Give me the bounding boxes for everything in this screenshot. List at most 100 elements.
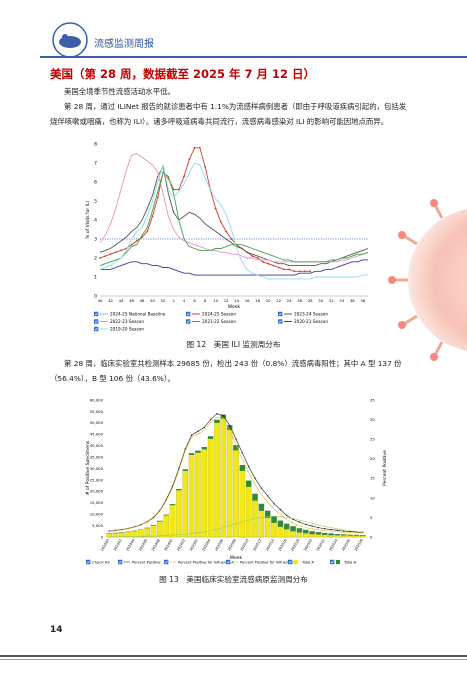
y-axis-label: # of Positive Specimens bbox=[85, 440, 91, 495]
y-tick-label: 4 bbox=[94, 218, 97, 224]
series-marker bbox=[247, 465, 250, 468]
legend-label: 2020-21 Season bbox=[294, 319, 328, 324]
series-marker bbox=[317, 526, 320, 529]
series-marker bbox=[293, 270, 296, 273]
y-tick-label: 5,000 bbox=[92, 523, 103, 528]
series-marker bbox=[120, 249, 122, 252]
bar-segment bbox=[271, 516, 277, 523]
series-marker bbox=[146, 230, 149, 233]
series-marker bbox=[228, 424, 231, 427]
bar-segment bbox=[220, 418, 227, 538]
bar-segment bbox=[195, 450, 201, 453]
bar-segment bbox=[201, 446, 208, 450]
bar-segment bbox=[245, 480, 252, 487]
legend-checkbox[interactable] bbox=[186, 319, 191, 324]
y-tick-label: 45,000 bbox=[90, 432, 104, 437]
bar-segment bbox=[315, 532, 322, 535]
series-marker bbox=[305, 523, 307, 526]
series-marker bbox=[304, 270, 306, 273]
series-marker bbox=[104, 255, 107, 257]
legend-checkbox[interactable] bbox=[164, 559, 169, 565]
x-tick-label: 26 bbox=[297, 298, 302, 303]
series-marker bbox=[183, 175, 185, 178]
bar-segment bbox=[303, 533, 309, 538]
y-tick-label: 20,000 bbox=[90, 489, 104, 494]
legend-label: Total A bbox=[301, 560, 315, 564]
logo bbox=[52, 22, 88, 58]
x-tick-label: 52 bbox=[161, 298, 166, 303]
bar-segment bbox=[163, 514, 169, 516]
bar-segment bbox=[264, 510, 271, 518]
legend-check bbox=[288, 560, 292, 564]
virus-spikes bbox=[394, 204, 444, 356]
virus-spike-tips bbox=[388, 199, 438, 361]
y2-tick-label: 10 bbox=[370, 495, 375, 500]
x-tick-label: 202446 bbox=[138, 539, 148, 552]
series-marker bbox=[262, 260, 264, 263]
series-marker bbox=[298, 270, 301, 273]
legend-checkbox[interactable] bbox=[94, 326, 99, 332]
legend-check bbox=[226, 560, 230, 564]
bar-segment bbox=[322, 532, 328, 535]
x-axis-label: Week bbox=[228, 304, 241, 310]
x-tick-label: 32 bbox=[329, 298, 334, 303]
series-marker bbox=[311, 525, 313, 527]
legend-checkbox[interactable] bbox=[94, 319, 99, 324]
legend-checkbox[interactable] bbox=[94, 311, 99, 317]
x-tick-label: 202442 bbox=[113, 539, 123, 552]
series-marker bbox=[193, 146, 196, 149]
header-title: 流感监测周报 bbox=[94, 39, 154, 50]
y2-tick-label: 35 bbox=[370, 397, 375, 402]
bar-segment bbox=[353, 534, 360, 536]
x-tick-label: 50 bbox=[150, 298, 155, 303]
x-tick-label: 202510 bbox=[240, 539, 250, 552]
y-tick-label: 1 bbox=[94, 275, 97, 281]
series-line bbox=[99, 171, 369, 267]
bar-segment bbox=[157, 521, 163, 538]
y-tick-label: 0 bbox=[101, 534, 104, 539]
legend-check bbox=[164, 560, 168, 564]
series-marker bbox=[198, 146, 201, 149]
y-tick-label: 0 bbox=[94, 294, 97, 300]
bar-segment bbox=[144, 528, 150, 538]
legend-label: 2024-25 Season bbox=[202, 312, 236, 317]
legend-label: 2021-22 Season bbox=[202, 319, 236, 324]
legend-checkbox[interactable] bbox=[186, 311, 191, 317]
logo-mark bbox=[62, 34, 68, 40]
bar-segment bbox=[163, 515, 169, 538]
x-tick-label: 202522 bbox=[316, 539, 326, 552]
bar-segment bbox=[125, 531, 131, 538]
legend-checkbox[interactable] bbox=[118, 559, 123, 565]
bar-segment bbox=[188, 454, 195, 538]
series-marker bbox=[272, 264, 275, 267]
x-tick-label: 12 bbox=[224, 298, 229, 303]
y-tick-label: 3 bbox=[94, 237, 97, 243]
bar-segment bbox=[169, 504, 176, 506]
legend-checkbox[interactable] bbox=[288, 559, 293, 565]
section-heading: 美国（第 28 周，数据截至 2025 年 7 月 12 日） bbox=[50, 67, 316, 81]
legend-checkbox[interactable] bbox=[330, 559, 335, 565]
x-tick-label: 24 bbox=[287, 298, 292, 303]
footer-rule bbox=[0, 659, 467, 660]
x-tick-label: 202502 bbox=[189, 539, 199, 552]
series-line bbox=[99, 165, 369, 267]
y-tick-label: 40,000 bbox=[90, 443, 104, 448]
x-tick-label: 202504 bbox=[202, 539, 212, 552]
legend-checkbox[interactable] bbox=[226, 559, 231, 565]
y-axis-label: % of Visits for ILI bbox=[85, 201, 91, 239]
x-tick-label: 202520 bbox=[303, 539, 313, 552]
legend-checkbox[interactable] bbox=[86, 559, 91, 565]
legend-check bbox=[94, 312, 98, 316]
legend-checkbox[interactable] bbox=[278, 319, 283, 324]
legend-checkbox[interactable] bbox=[278, 311, 283, 317]
series-marker bbox=[99, 257, 101, 259]
bar-segment bbox=[176, 490, 182, 538]
y-tick-label: 5 bbox=[94, 199, 97, 205]
legend-label: Percent Positive for Influenza A bbox=[178, 560, 234, 564]
y-tick-label: 30,000 bbox=[90, 466, 104, 471]
legend-swatch bbox=[294, 560, 298, 564]
figure-caption: 图 13 美国临床实验室流感病原监测周分布 bbox=[159, 575, 308, 584]
bar-segment bbox=[258, 503, 265, 511]
series-marker bbox=[267, 262, 270, 265]
y-tick-label: 15,000 bbox=[90, 500, 104, 505]
